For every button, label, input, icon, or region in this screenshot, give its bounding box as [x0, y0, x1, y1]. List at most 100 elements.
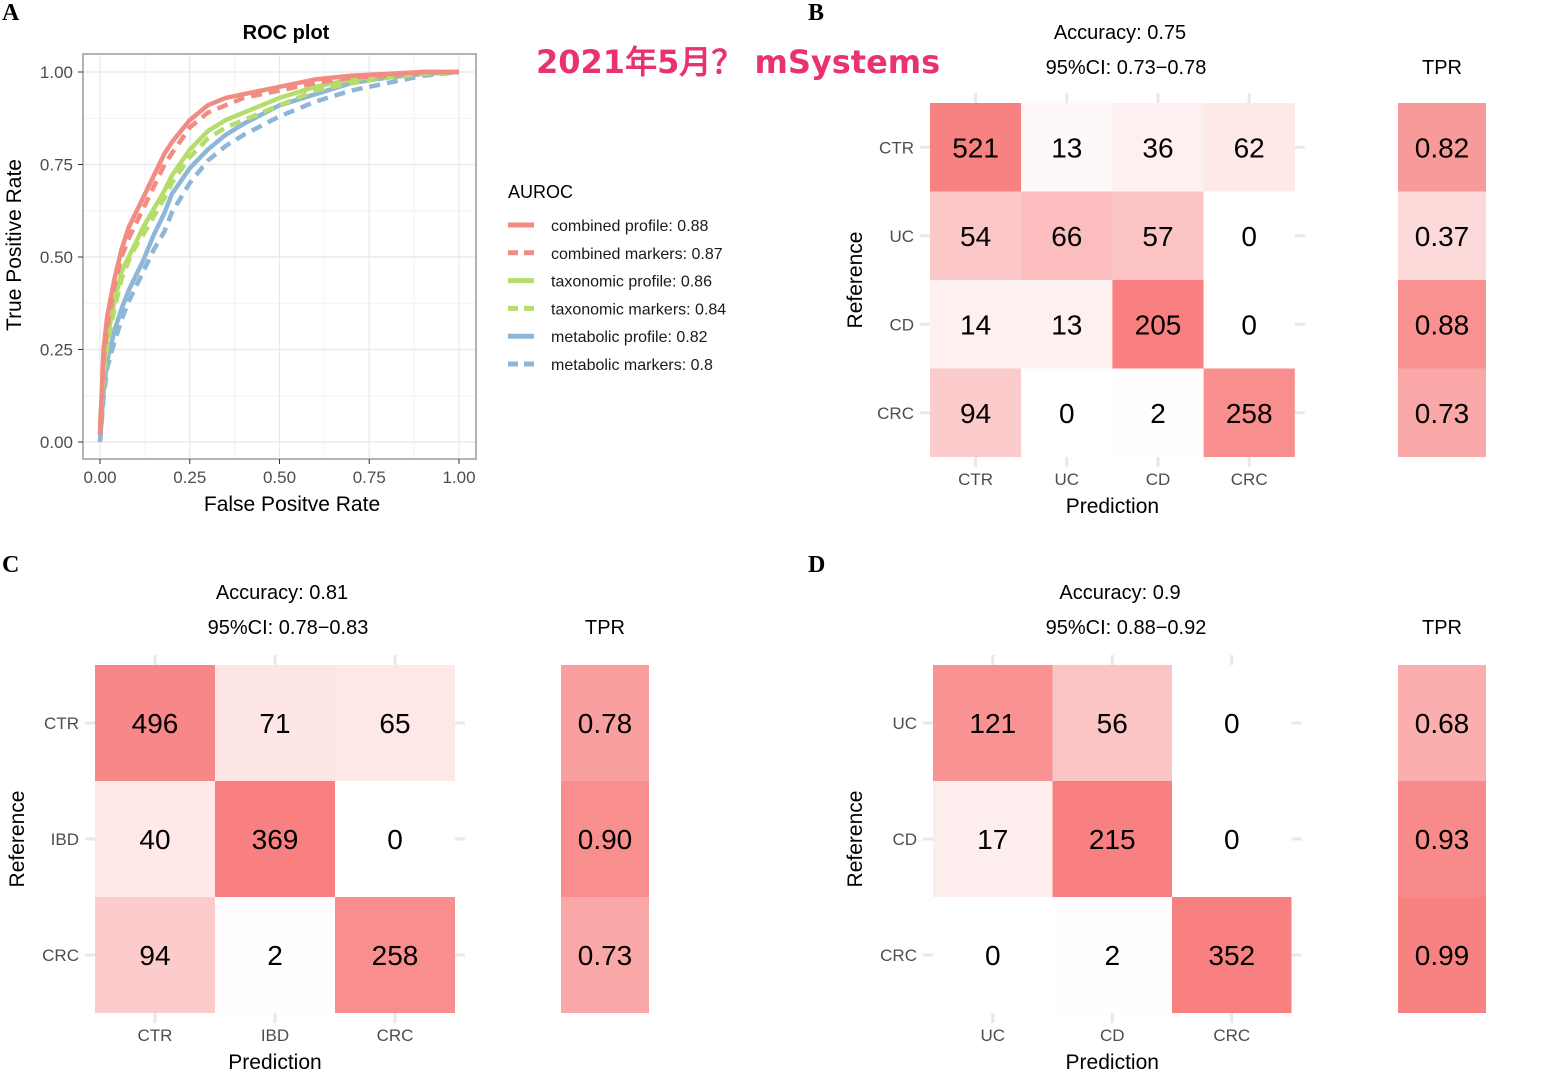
matrix-cell [215, 897, 335, 1013]
confusion-matrix-panel-b: Accuracy: 0.75 95%CI: 0.73−0.78 TPR 521 13 36… [844, 22, 1486, 518]
matrix-cell-value: 0 [1241, 309, 1257, 340]
matrix-cell-value: 2 [1104, 940, 1120, 971]
roc-y-tick-label: 1.00 [40, 63, 73, 82]
matrix-cell-value: 0 [1224, 824, 1240, 855]
prediction-axis-title: Prediction [1066, 495, 1159, 518]
matrix-cell-value: 66 [1051, 221, 1082, 252]
matrix-cell [1052, 897, 1172, 1013]
matrix-cell [1172, 781, 1292, 897]
matrix-cell-value: 65 [379, 708, 410, 739]
row-label: CRC [42, 946, 79, 965]
roc-x-tick-label: 0.75 [353, 468, 386, 487]
confusion-matrix-panel-c: Accuracy: 0.81 95%CI: 0.78−0.83 TPR 496 71 65… [6, 582, 649, 1074]
tpr-cell [1398, 191, 1486, 280]
matrix-cell-value: 0 [1224, 708, 1240, 739]
roc-line-combined-markers [97, 69, 459, 435]
matrix-cell [1112, 368, 1204, 457]
matrix-cell [95, 897, 215, 1013]
matrix-cell [933, 781, 1053, 897]
matrix-cell [1172, 897, 1292, 1013]
matrix-cell [335, 897, 455, 1013]
reference-axis-title: Reference [6, 791, 29, 888]
row-label: CD [892, 830, 917, 849]
matrix-cell-value: 14 [960, 309, 991, 340]
matrix-cell [95, 665, 215, 781]
matrix-cell [930, 191, 1022, 280]
matrix-cell [1112, 103, 1204, 192]
matrix-cell [1021, 191, 1113, 280]
roc-y-tick-label: 0.00 [40, 433, 73, 452]
tpr-cell [1398, 280, 1486, 369]
legend-label: taxonomic profile: 0.86 [551, 274, 712, 291]
panel-label-b: B [808, 0, 824, 26]
roc-y-axis-title: True Positive Rate [3, 159, 26, 331]
roc-plot-title: ROC plot [243, 22, 330, 44]
matrix-cell [335, 665, 455, 781]
tpr-title: TPR [1422, 57, 1462, 79]
tpr-value: 0.93 [1415, 824, 1470, 855]
tpr-value: 0.99 [1415, 940, 1470, 971]
roc-ticks: 0.00 0.00 0.25 0.25 0.50 0.50 0.75 0.75 1.00 1.00 [40, 63, 476, 487]
matrix-cell [1203, 103, 1295, 192]
matrix-cell [933, 665, 1053, 781]
row-label: CRC [877, 404, 914, 423]
roc-x-tick-label: 1.00 [442, 468, 475, 487]
column-label: CD [1100, 1026, 1125, 1045]
legend-label: taxonomic markers: 0.84 [551, 301, 726, 318]
roc-legend: AUROC combined profile: 0.88 combined mar… [508, 182, 726, 374]
legend-label: metabolic markers: 0.8 [551, 357, 713, 374]
matrix-cell [1021, 103, 1113, 192]
matrix-cell-value: 521 [952, 132, 999, 163]
matrix-cell-value: 62 [1234, 132, 1265, 163]
accuracy-label: Accuracy: 0.9 [1059, 582, 1180, 604]
prediction-axis-title: Prediction [228, 1051, 321, 1074]
matrix-cell-value: 56 [1097, 708, 1128, 739]
roc-y-tick-label: 0.50 [40, 248, 73, 267]
matrix-cell [335, 781, 455, 897]
tpr-cell [1398, 368, 1486, 457]
roc-line-combined-profile [97, 69, 459, 435]
tpr-value: 0.88 [1415, 309, 1470, 340]
tpr-cell [561, 781, 649, 897]
matrix-cell-value: 258 [372, 940, 419, 971]
matrix-cell-value: 258 [1226, 398, 1273, 429]
tpr-cell [1398, 103, 1486, 192]
column-label: CTR [138, 1026, 173, 1045]
roc-x-tick-label: 0.25 [173, 468, 206, 487]
column-label: UC [1055, 470, 1080, 489]
tpr-value: 0.68 [1415, 708, 1470, 739]
legend-label: metabolic profile: 0.82 [551, 329, 708, 346]
legend-label: combined profile: 0.88 [551, 218, 709, 235]
matrix-cell-value: 352 [1208, 940, 1255, 971]
column-label: CRC [1213, 1026, 1250, 1045]
matrix-cell [1021, 280, 1113, 369]
confusion-matrix-panel-d: Accuracy: 0.9 95%CI: 0.88−0.92 TPR 121 56 0 17… [844, 582, 1486, 1074]
tpr-value: 0.73 [1415, 398, 1470, 429]
confidence-interval-label: 95%CI: 0.73−0.78 [1046, 57, 1207, 79]
matrix-cell-value: 13 [1051, 309, 1082, 340]
matrix-cell [1021, 368, 1113, 457]
matrix-cell [1052, 665, 1172, 781]
matrix-cell [930, 103, 1022, 192]
panel-label-c: C [2, 552, 19, 578]
matrix-cell [1112, 280, 1204, 369]
column-label: CTR [958, 470, 993, 489]
panel-label-a: A [2, 0, 20, 26]
matrix-cell-value: 40 [139, 824, 170, 855]
row-label: CTR [879, 138, 914, 157]
row-label: IBD [51, 830, 79, 849]
row-label: CTR [44, 714, 79, 733]
matrix-cell-value: 71 [259, 708, 290, 739]
row-label: CRC [880, 946, 917, 965]
matrix-cell-value: 205 [1135, 309, 1182, 340]
matrix-cell [215, 665, 335, 781]
tpr-value: 0.78 [578, 708, 633, 739]
matrix-cell-value: 215 [1089, 824, 1136, 855]
matrix-cell [1112, 191, 1204, 280]
tpr-value: 0.82 [1415, 132, 1470, 163]
matrix-cell [930, 280, 1022, 369]
reference-axis-title: Reference [844, 232, 867, 329]
column-label: UC [980, 1026, 1005, 1045]
matrix-cell-value: 94 [139, 940, 170, 971]
matrix-cell-value: 17 [977, 824, 1008, 855]
